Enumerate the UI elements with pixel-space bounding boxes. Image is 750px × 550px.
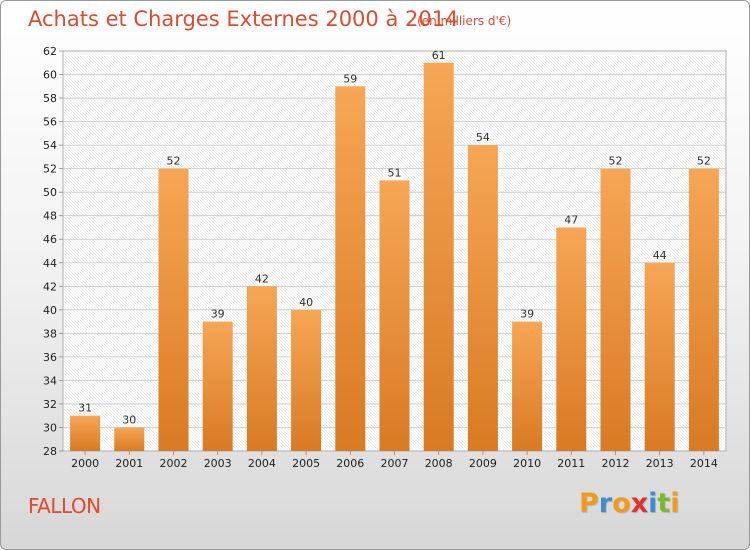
- x-tick-label-2014: 2014: [690, 457, 718, 470]
- logo-letter: o: [612, 488, 631, 519]
- y-tick-label: 28: [43, 445, 57, 458]
- x-axis: 2000 2001 2002 2003 2004 2005 2006 2007 2008 2009…: [71, 451, 718, 470]
- bars: [70, 62, 719, 452]
- bar-2008: [423, 62, 454, 451]
- y-tick-label: 52: [43, 163, 57, 176]
- data-label-2010: 39: [520, 308, 534, 321]
- data-label-2005: 40: [299, 296, 313, 309]
- y-tick-label: 48: [43, 210, 57, 223]
- data-label-2007: 51: [388, 166, 402, 179]
- y-tick-label: 62: [43, 45, 57, 58]
- data-label-2003: 39: [211, 308, 225, 321]
- y-tick-label: 56: [43, 116, 57, 129]
- y-tick-label: 36: [43, 351, 57, 364]
- x-tick-label-2013: 2013: [646, 457, 674, 470]
- bar-2000: [70, 415, 101, 451]
- x-tick-label-2002: 2002: [160, 457, 188, 470]
- bar-2009: [467, 145, 498, 451]
- bar-2004: [246, 286, 277, 451]
- logo-letter: t: [657, 488, 671, 519]
- x-tick-label-2009: 2009: [469, 457, 497, 470]
- x-tick-label-2007: 2007: [381, 457, 409, 470]
- y-tick-label: 40: [43, 304, 57, 317]
- bar-2003: [202, 321, 233, 451]
- data-label-2008: 61: [432, 49, 446, 62]
- x-tick-label-2008: 2008: [425, 457, 453, 470]
- data-label-2001: 30: [122, 413, 136, 426]
- y-tick-label: 50: [43, 186, 57, 199]
- proxiti-logo[interactable]: Proxiti: [579, 488, 680, 519]
- y-tick-label: 38: [43, 327, 57, 340]
- y-tick-label: 60: [43, 69, 57, 82]
- x-tick-label-2011: 2011: [557, 457, 585, 470]
- bar-2007: [379, 180, 410, 452]
- y-axis: 28 30 32 34 36 38 40 42 44 46 48 50 52 54 56 58 60 62: [43, 45, 63, 458]
- x-tick-label-2000: 2000: [71, 457, 99, 470]
- data-label-2004: 42: [255, 272, 269, 285]
- logo-letter: i: [670, 488, 680, 519]
- y-tick-label: 58: [43, 92, 57, 105]
- x-tick-label-2005: 2005: [292, 457, 320, 470]
- bar-2011: [556, 227, 587, 451]
- data-label-2013: 44: [653, 249, 667, 262]
- x-tick-label-2003: 2003: [204, 457, 232, 470]
- chart-subtitle: (en milliers d'€): [417, 14, 512, 28]
- logo-letter: i: [648, 488, 658, 519]
- logo-letter: P: [579, 488, 599, 519]
- data-label-2000: 31: [78, 402, 92, 415]
- bar-2006: [335, 86, 366, 451]
- bar-2001: [114, 427, 145, 451]
- data-label-2009: 54: [476, 131, 490, 144]
- y-tick-label: 46: [43, 233, 57, 246]
- bar-2012: [600, 168, 631, 451]
- x-tick-label-2010: 2010: [513, 457, 541, 470]
- data-labels: 31 30 52 39 42 40 59 51 61 54 39 47 52 44 52: [78, 49, 711, 427]
- location-label: FALLON: [28, 494, 101, 518]
- bar-2014: [688, 168, 719, 451]
- data-label-2012: 52: [609, 155, 623, 168]
- x-tick-label-2001: 2001: [115, 457, 143, 470]
- bar-2010: [512, 321, 543, 451]
- y-tick-label: 42: [43, 280, 57, 293]
- data-label-2014: 52: [697, 155, 711, 168]
- y-tick-label: 30: [43, 421, 57, 434]
- data-label-2011: 47: [564, 213, 578, 226]
- logo-letter: x: [630, 488, 649, 519]
- data-label-2006: 59: [343, 72, 357, 85]
- logo-letter: r: [598, 488, 613, 519]
- page-title: Achats et Charges Externes 2000 à 2014: [28, 7, 459, 31]
- bar-2002: [158, 168, 189, 451]
- y-tick-label: 54: [43, 139, 57, 152]
- y-tick-label: 44: [43, 257, 57, 270]
- bar-2013: [644, 262, 675, 451]
- x-tick-label-2006: 2006: [336, 457, 364, 470]
- bar-2005: [291, 309, 322, 451]
- y-tick-label: 34: [43, 374, 57, 387]
- x-tick-label-2012: 2012: [602, 457, 630, 470]
- y-tick-label: 32: [43, 398, 57, 411]
- x-tick-label-2004: 2004: [248, 457, 276, 470]
- data-label-2002: 52: [167, 155, 181, 168]
